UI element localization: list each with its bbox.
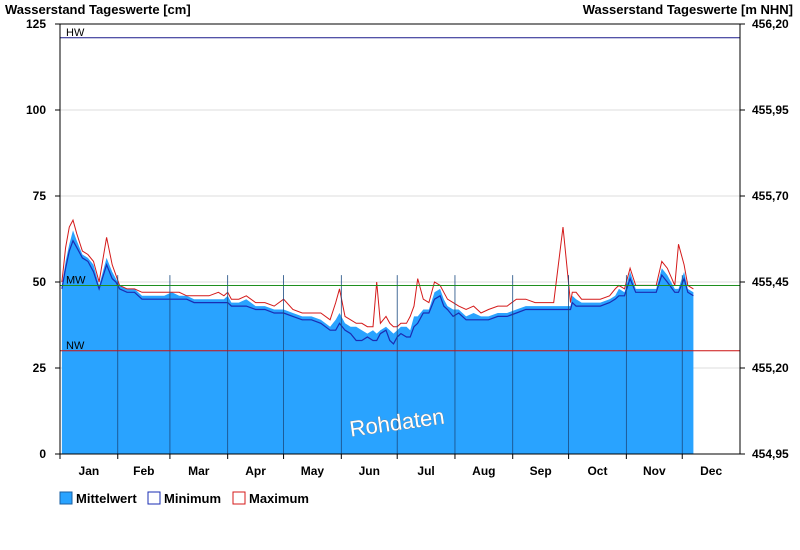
y2-tick-label: 454,95 (752, 447, 789, 461)
reference-lines: HW MW NW (60, 27, 740, 352)
y-tick-label: 0 (39, 447, 46, 461)
right-axis: 454,95 455,20 455,45 455,70 455,95 456,20 (740, 17, 789, 461)
y-tick-label: 75 (33, 189, 47, 203)
y-tick-label: 125 (26, 17, 46, 31)
month-label: Feb (133, 464, 154, 478)
legend-label-maximum: Maximum (249, 491, 309, 506)
y-tick-label: 25 (33, 361, 47, 375)
month-label: Sep (530, 464, 552, 478)
month-label: Oct (587, 464, 607, 478)
legend-item-minimum[interactable]: Minimum (147, 491, 221, 506)
month-label: May (301, 464, 325, 478)
legend-label-minimum: Minimum (164, 491, 221, 506)
legend-item-maximum[interactable]: Maximum (232, 491, 309, 506)
legend-item-mittelwert[interactable]: Mittelwert (59, 491, 137, 506)
y-tick-label: 50 (33, 275, 47, 289)
month-label: Dec (700, 464, 722, 478)
y2-tick-label: 455,70 (752, 189, 789, 203)
month-label: Jun (359, 464, 380, 478)
y2-tick-label: 455,45 (752, 275, 789, 289)
month-label: Mar (188, 464, 210, 478)
month-label: Jan (79, 464, 100, 478)
y2-tick-label: 455,20 (752, 361, 789, 375)
series-minimum-line (61, 239, 694, 345)
legend-swatch-minimum (147, 491, 161, 505)
plot-frame (59, 23, 741, 455)
month-label: Apr (245, 464, 266, 478)
y2-tick-label: 456,20 (752, 17, 789, 31)
legend-swatch-mittelwert (59, 491, 73, 505)
y-tick-label: 100 (26, 103, 46, 117)
series-mittelwert-area (61, 230, 694, 454)
month-label: Nov (643, 464, 666, 478)
reference-label-nw: NW (66, 340, 85, 352)
legend: Mittelwert Minimum Maximum (59, 491, 309, 506)
left-axis: 0 25 50 75 100 125 (26, 17, 60, 461)
month-label: Aug (472, 464, 495, 478)
right-axis-title: Wasserstand Tageswerte [m NHN] (583, 2, 793, 17)
y2-tick-label: 455,95 (752, 103, 789, 117)
reference-label-mw: MW (66, 274, 86, 286)
series-maximum-line (61, 218, 694, 328)
left-axis-title: Wasserstand Tageswerte [cm] (5, 2, 191, 17)
reference-label-hw: HW (66, 27, 85, 39)
month-label: Jul (417, 464, 434, 478)
data-area (61, 218, 694, 454)
legend-label-mittelwert: Mittelwert (76, 491, 137, 506)
month-axis: Jan Feb Mar Apr May Jun Jul Aug Sep Oct Nov Dec (59, 454, 722, 478)
month-separators (117, 275, 683, 454)
legend-swatch-maximum (232, 491, 246, 505)
